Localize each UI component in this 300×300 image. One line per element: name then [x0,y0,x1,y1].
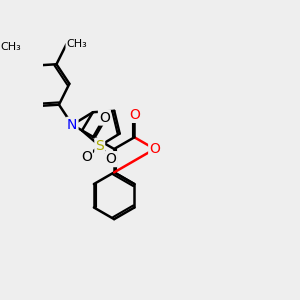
Text: O: O [99,110,110,124]
Text: S: S [95,139,104,153]
Text: O: O [81,150,92,164]
Text: CH₃: CH₃ [66,39,87,49]
Text: O: O [149,142,160,156]
Text: N: N [67,118,77,132]
Text: O: O [129,108,140,122]
Text: O: O [106,152,116,166]
Text: CH₃: CH₃ [0,42,21,52]
